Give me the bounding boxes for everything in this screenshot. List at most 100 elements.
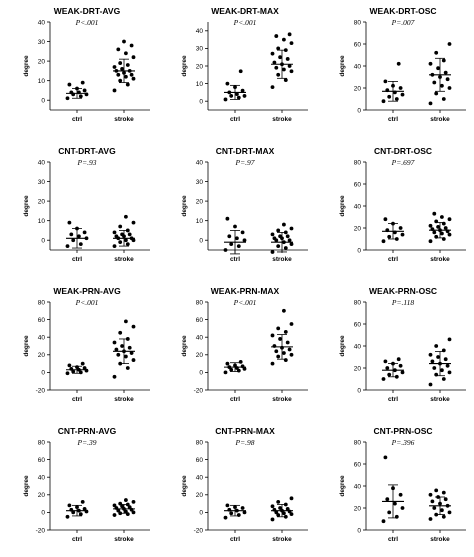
y-tick-label: 80: [38, 299, 46, 306]
stroke-data-point: [112, 88, 117, 93]
stroke-data-point: [432, 211, 437, 216]
stroke-data-point: [276, 513, 281, 517]
y-axis-label: degree: [339, 55, 346, 77]
stroke-data-point: [432, 506, 437, 510]
y-tick-label: 20: [196, 352, 204, 359]
stroke-data-point: [276, 244, 281, 248]
ctrl-data-point: [223, 248, 228, 252]
p-value-label: P=.93: [76, 158, 96, 167]
ctrl-data-point: [71, 510, 76, 515]
chart-panel: WEAK-DRT-AVG P<.001 0 10 20 30 40 degree ctrl str…: [23, 6, 150, 123]
y-tick-label: 30: [196, 179, 204, 186]
ctrl-data-point: [225, 503, 230, 508]
stroke-data-point: [118, 78, 123, 83]
chart-title: WEAK-PRN-MAX: [211, 286, 280, 296]
stroke-data-point: [112, 503, 117, 508]
y-tick-label: 60: [38, 457, 46, 464]
stroke-data-point: [440, 508, 444, 513]
y-tick-label: 10: [196, 81, 204, 88]
p-value-label: P=.97: [234, 158, 254, 167]
y-tick-label: 0: [357, 247, 361, 254]
stroke-data-point: [434, 91, 439, 96]
y-tick-label: 0: [41, 238, 45, 245]
y-tick-label: 40: [196, 475, 204, 482]
x-tick-label: stroke: [272, 396, 292, 403]
y-tick-label: 10: [38, 78, 46, 85]
y-tick-label: 0: [199, 510, 203, 517]
ctrl-data-point: [383, 79, 388, 84]
ctrl-data-point: [225, 216, 230, 221]
stroke-data-point: [131, 510, 136, 515]
stroke-data-point: [283, 330, 288, 334]
y-tick-label: 80: [354, 439, 362, 446]
ctrl-data-point: [242, 366, 247, 371]
ctrl-data-point: [238, 69, 243, 74]
stroke-data-point: [276, 228, 281, 233]
y-tick-label: 20: [196, 198, 204, 205]
y-tick-label: 0: [357, 387, 361, 394]
chart-panel: CNT-DRT-OSC P=.697 0 20 40 60 80 degree ctrl stro…: [339, 146, 466, 263]
y-tick-label: 60: [354, 181, 362, 188]
ctrl-data-point: [400, 92, 405, 97]
y-tick-label: 20: [354, 505, 362, 512]
y-tick-label: 80: [354, 299, 362, 306]
y-tick-label: 20: [196, 492, 204, 499]
p-value-label: P<.001: [233, 18, 257, 27]
ctrl-data-point: [225, 361, 230, 366]
y-tick-label: 40: [38, 335, 46, 342]
stroke-data-point: [129, 72, 134, 77]
chart-panel: CNT-DRT-AVG P=.93 0 10 20 30 40 degree ctrl strok…: [23, 146, 150, 263]
stroke-data-point: [270, 333, 275, 338]
stroke-data-point: [282, 308, 286, 313]
ctrl-data-point: [229, 242, 234, 247]
ctrl-data-point: [229, 94, 234, 98]
y-tick-label: 0: [199, 238, 203, 245]
ctrl-data-point: [65, 514, 70, 519]
ctrl-data-point: [242, 238, 247, 243]
y-tick-label: 80: [196, 439, 204, 446]
stroke-data-point: [114, 347, 119, 352]
stroke-data-point: [447, 232, 452, 237]
stroke-data-point: [120, 232, 124, 237]
stroke-data-point: [441, 377, 446, 381]
ctrl-data-point: [235, 92, 239, 97]
stroke-data-point: [112, 244, 117, 248]
ctrl-data-point: [238, 359, 243, 364]
y-tick-label: 20: [354, 85, 362, 92]
ctrl-data-point: [67, 82, 72, 87]
chart-title: WEAK-PRN-AVG: [53, 286, 121, 296]
stroke-data-point: [428, 223, 433, 228]
x-tick-label: stroke: [272, 536, 292, 543]
ctrl-data-point: [400, 232, 405, 237]
x-tick-label: ctrl: [72, 536, 82, 543]
ctrl-data-point: [69, 232, 74, 237]
stroke-data-point: [125, 242, 130, 247]
ctrl-data-point: [396, 357, 401, 362]
stroke-data-point: [122, 39, 126, 44]
ctrl-data-point: [77, 234, 81, 239]
stroke-data-point: [282, 351, 286, 355]
ctrl-data-point: [235, 236, 239, 241]
chart-panel: WEAK-PRN-MAX P<.001 -20 0 20 40 60 80 degree ctrl…: [181, 286, 308, 403]
stroke-data-point: [276, 354, 281, 359]
chart-panel: CNT-PRN-AVG P=.39 -20 0 20 40 60 80 degree ctrl st…: [23, 426, 150, 543]
p-value-label: P=.697: [391, 158, 415, 167]
stroke-data-point: [270, 517, 275, 522]
ctrl-data-point: [242, 510, 247, 515]
y-tick-label: 20: [354, 225, 362, 232]
ctrl-data-point: [223, 97, 228, 102]
stroke-data-point: [127, 232, 132, 237]
ctrl-data-point: [223, 370, 228, 375]
stroke-data-point: [440, 368, 444, 373]
stroke-data-point: [440, 231, 444, 236]
stroke-data-point: [289, 322, 294, 326]
y-tick-label: 30: [196, 46, 204, 53]
chart-panel: WEAK-PRN-AVG P<.001 -20 0 20 40 60 80 degree ctrl…: [23, 286, 150, 403]
ctrl-data-point: [393, 501, 397, 506]
x-tick-label: stroke: [114, 536, 134, 543]
ctrl-data-point: [387, 510, 392, 515]
stroke-data-point: [436, 355, 440, 359]
stroke-data-point: [443, 70, 448, 75]
stroke-data-point: [447, 86, 452, 90]
ctrl-data-point: [400, 506, 405, 510]
